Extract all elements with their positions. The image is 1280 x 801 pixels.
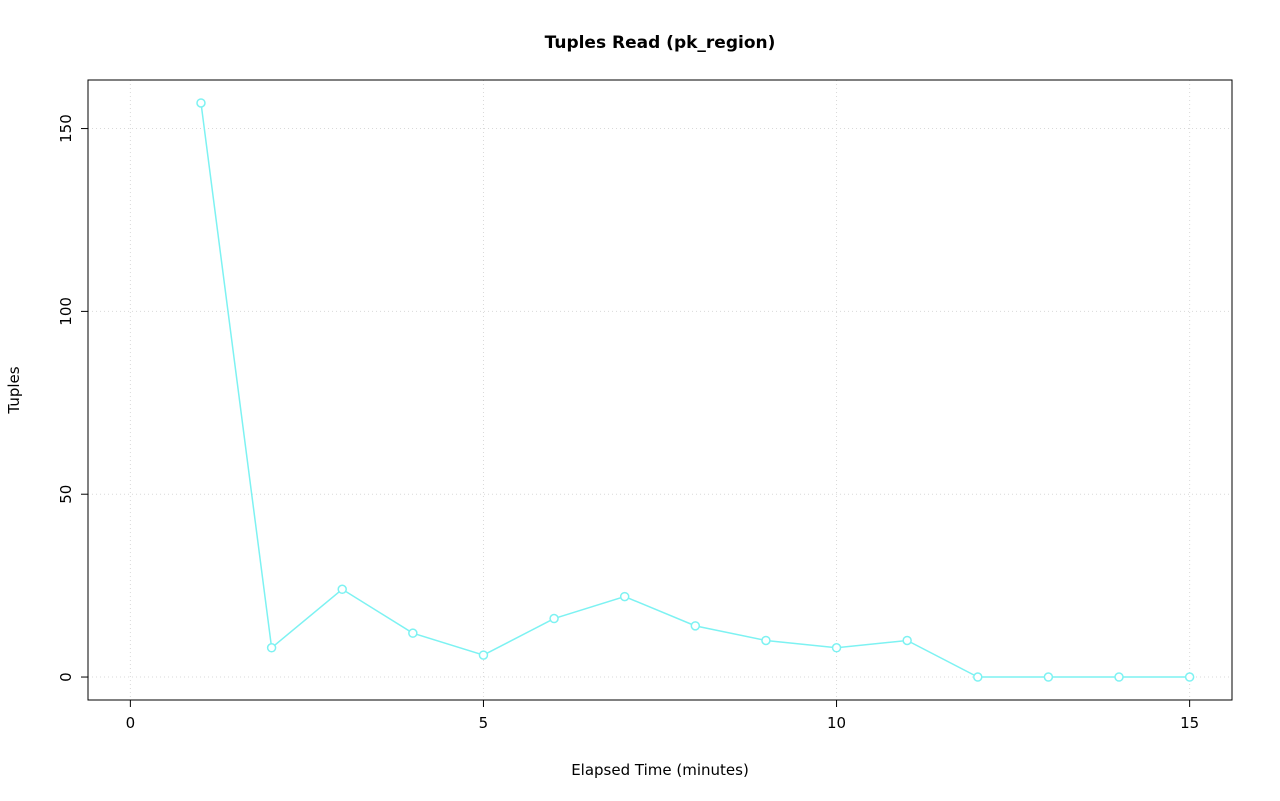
x-tick-label: 15 bbox=[1180, 714, 1199, 732]
data-point bbox=[549, 613, 559, 624]
x-tick-label: 10 bbox=[827, 714, 846, 732]
data-point bbox=[1114, 672, 1124, 682]
data-point bbox=[478, 650, 489, 660]
y-tick-label: 150 bbox=[57, 114, 75, 143]
data-point bbox=[761, 635, 771, 646]
data-point bbox=[902, 635, 912, 646]
plot-border bbox=[87, 79, 1233, 701]
data-point bbox=[831, 643, 842, 653]
x-tick-label: 0 bbox=[126, 714, 136, 732]
data-point bbox=[337, 584, 347, 595]
series-line bbox=[200, 102, 1190, 678]
data-point bbox=[408, 628, 418, 638]
data-point bbox=[1043, 672, 1054, 682]
y-tick-label: 50 bbox=[57, 485, 75, 504]
data-point bbox=[973, 672, 983, 682]
data-point bbox=[690, 621, 701, 631]
y-tick-label: 100 bbox=[57, 297, 75, 326]
data-point bbox=[266, 643, 277, 653]
y-tick-label: 0 bbox=[57, 672, 75, 682]
data-point bbox=[619, 591, 630, 602]
data-point bbox=[1184, 672, 1195, 682]
x-axis-label: Elapsed Time (minutes) bbox=[571, 761, 749, 779]
data-point bbox=[196, 98, 206, 108]
x-tick-label: 5 bbox=[479, 714, 489, 732]
chart-title: Tuples Read (pk_region) bbox=[544, 33, 776, 53]
